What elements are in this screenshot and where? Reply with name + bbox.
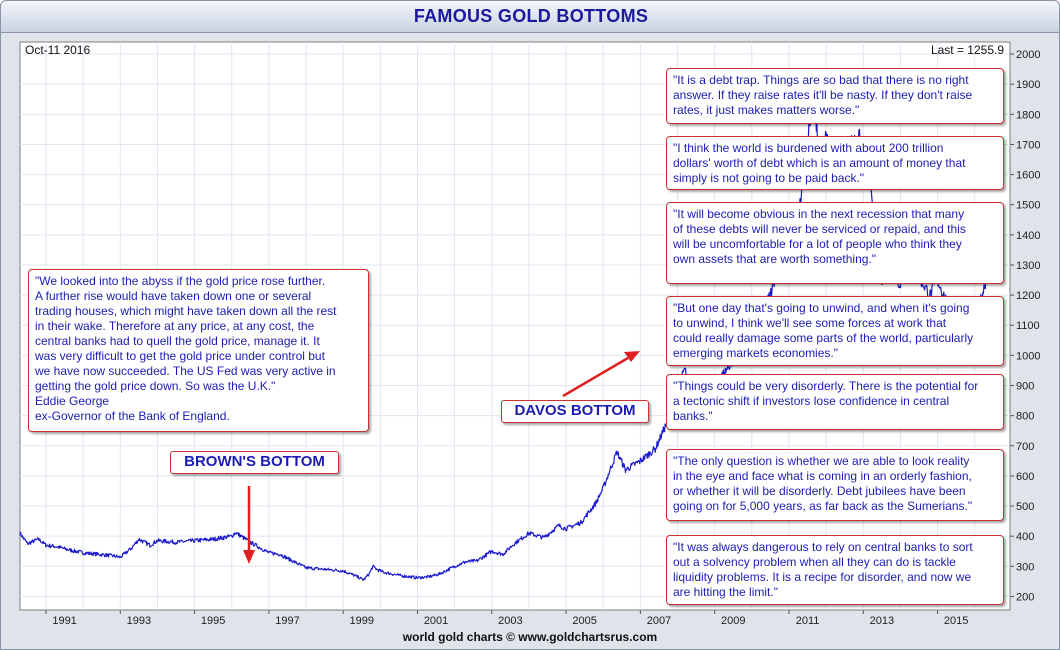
quote-line: trading houses, which might have taken d… — [35, 304, 337, 318]
y-tick-label: 1700 — [1016, 139, 1040, 151]
quote-line: liquidity problems. It is a recipe for d… — [673, 570, 972, 584]
y-tick-label: 400 — [1016, 531, 1034, 543]
x-tick-label: 1997 — [275, 615, 299, 627]
y-tick-label: 300 — [1016, 561, 1034, 573]
y-tick-label: 700 — [1016, 441, 1034, 453]
y-tick-label: 1400 — [1016, 230, 1040, 242]
x-tick-label: 2013 — [870, 615, 894, 627]
quote-line: "I think the world is burdened with abou… — [673, 141, 944, 155]
quote-line: "It is a debt trap. Things are so bad th… — [673, 73, 969, 87]
y-tick-label: 1900 — [1016, 79, 1040, 91]
x-tick-label: 2011 — [796, 615, 820, 627]
quote-line: emerging markets economies." — [673, 346, 838, 360]
x-tick-label: 1991 — [52, 615, 76, 627]
quote-line: "We looked into the abyss if the gold pr… — [35, 274, 326, 288]
y-axis: 200 300 400 500 600 700 800 900 1000 1100 1200 1300… — [1010, 49, 1040, 603]
quote-line: central banks had to quell the gold pric… — [35, 334, 320, 348]
quote-line: "But one day that's going to unwind, and… — [673, 301, 970, 315]
x-tick-label: 2007 — [647, 615, 671, 627]
x-tick-label: 2003 — [498, 615, 522, 627]
y-tick-label: 600 — [1016, 471, 1034, 483]
quote-box-5: "Things could be very disorderly. There … — [666, 374, 1004, 430]
quote-box-2: "I think the world is burdened with abou… — [666, 136, 1004, 190]
x-tick-label: 2001 — [424, 615, 448, 627]
quote-box-7: "It was always dangerous to rely on cent… — [666, 535, 1004, 605]
y-tick-label: 900 — [1016, 381, 1034, 393]
quote-line: in the eye and face what is coming in an… — [673, 469, 972, 483]
quote-line: in their wake. Therefore at any price, a… — [35, 319, 315, 333]
quote-line: answer. If they raise rates it'll be nas… — [673, 88, 973, 102]
quote-box-1: "It is a debt trap. Things are so bad th… — [666, 68, 1004, 124]
quote-line: was very difficult to get the gold price… — [35, 349, 325, 363]
quote-line: a tectonic shift if investors lose confi… — [673, 394, 950, 408]
x-tick-label: 2005 — [572, 615, 596, 627]
quote-line: of these debts will never be serviced or… — [673, 222, 966, 236]
quote-line: going on for 5,000 years, as far back as… — [673, 499, 973, 513]
x-tick-label: 2015 — [944, 615, 968, 627]
quote-line: simply is not going to be paid back." — [673, 171, 865, 185]
x-tick-label: 1993 — [127, 615, 151, 627]
x-axis: 1991 1993 1995 1997 1999 2001 2003 2005 2007 2009… — [45, 610, 968, 627]
y-tick-label: 2000 — [1016, 49, 1040, 61]
quote-line: banks." — [673, 409, 713, 423]
y-tick-label: 1200 — [1016, 290, 1040, 302]
x-tick-label: 1999 — [350, 615, 374, 627]
footer-credit: world gold charts © www.goldchartsrus.co… — [402, 630, 658, 644]
quote-line: Eddie George — [35, 394, 110, 408]
quote-line: are hitting the limit." — [673, 585, 778, 599]
y-tick-label: 1000 — [1016, 350, 1040, 362]
y-tick-label: 1600 — [1016, 170, 1040, 182]
quote-box-6: "The only question is whether we are abl… — [666, 449, 1004, 521]
quote-line: own assets that are worth something." — [673, 252, 877, 266]
y-tick-label: 200 — [1016, 591, 1034, 603]
brown-arrow — [243, 486, 255, 564]
davos-arrow — [562, 351, 640, 398]
quote-line: "The only question is whether we are abl… — [673, 454, 970, 468]
x-tick-label: 2009 — [721, 615, 745, 627]
y-tick-label: 1100 — [1016, 320, 1040, 332]
quote-line: ex-Governor of the Bank of England. — [35, 409, 230, 423]
y-tick-label: 1300 — [1016, 260, 1040, 272]
browns-bottom-label: BROWN'S BOTTOM — [170, 451, 339, 474]
quote-line: out a solvency problem when all they can… — [673, 555, 956, 569]
date-label: Oct-11 2016 — [25, 43, 90, 57]
left-quote-box: "We looked into the abyss if the gold pr… — [28, 269, 369, 432]
quote-line: getting the gold price down. So was the … — [35, 379, 276, 393]
y-tick-label: 500 — [1016, 501, 1034, 513]
y-tick-label: 800 — [1016, 411, 1034, 423]
y-tick-label: 1800 — [1016, 109, 1040, 121]
quote-line: dollars' worth of debt which is an amoun… — [673, 156, 966, 170]
title-bar: FAMOUS GOLD BOTTOMS — [0, 0, 1060, 33]
davos-bottom-label: DAVOS BOTTOM — [501, 400, 649, 423]
quote-line: we have now succeeded. The US Fed was ve… — [35, 364, 336, 378]
quote-box-4: "But one day that's going to unwind, and… — [666, 296, 1004, 366]
quote-line: could really damage some parts of the wo… — [673, 331, 974, 345]
quote-line: rates, it just makes matters worse." — [673, 103, 860, 117]
last-value-label: Last = 1255.9 — [931, 43, 1004, 57]
quote-line: "It will become obvious in the next rece… — [673, 207, 965, 221]
x-tick-label: 1995 — [201, 615, 225, 627]
quote-line: "Things could be very disorderly. There … — [673, 379, 979, 393]
quote-box-3: "It will become obvious in the next rece… — [666, 202, 1004, 284]
y-tick-label: 1500 — [1016, 200, 1040, 212]
quote-line: or whether it will be disorderly. Debt j… — [673, 484, 966, 498]
quote-line: to unwind, I think we'll see some forces… — [673, 316, 947, 330]
chart-title: FAMOUS GOLD BOTTOMS — [413, 6, 649, 26]
quote-line: "It was always dangerous to rely on cent… — [673, 540, 973, 554]
quote-line: will be uncomfortable for a lot of peopl… — [673, 237, 962, 251]
quote-line: A further rise would have taken down one… — [35, 289, 312, 303]
